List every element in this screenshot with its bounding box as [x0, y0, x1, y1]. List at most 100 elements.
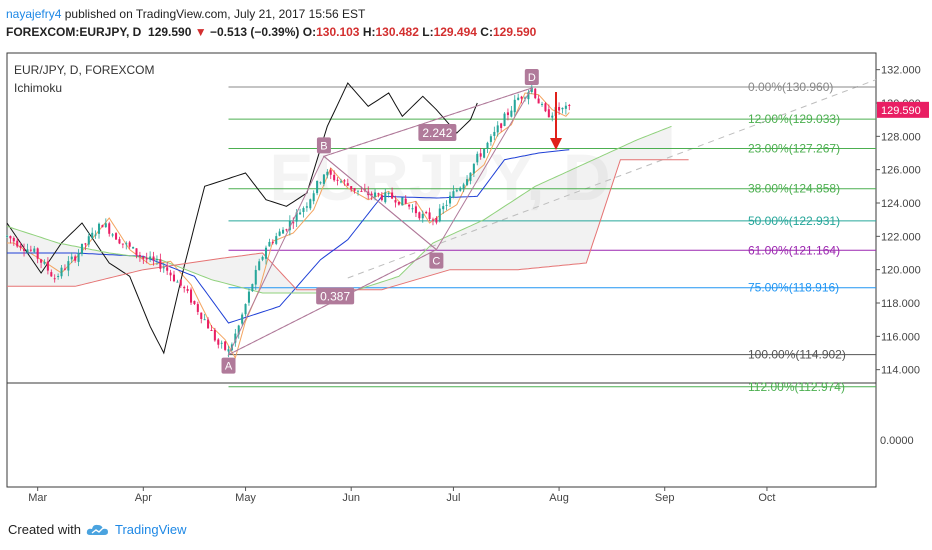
- time-tick-label: Mar: [28, 492, 47, 504]
- candle-body: [118, 239, 121, 244]
- candle-body: [435, 218, 438, 223]
- candle-body: [80, 243, 83, 255]
- candle-body: [483, 148, 486, 158]
- pattern-point-label: B: [320, 140, 327, 152]
- candle-body: [326, 171, 329, 176]
- candle-body: [125, 243, 128, 245]
- candle-body: [132, 247, 135, 249]
- triangle-bcd[interactable]: [322, 87, 533, 251]
- down-arrow-head[interactable]: [550, 138, 562, 150]
- candle-body: [193, 300, 196, 305]
- candle-body: [356, 190, 360, 192]
- candle-body: [43, 261, 46, 264]
- candle-body: [12, 237, 15, 242]
- candle-body: [418, 212, 421, 219]
- open-label: O:: [302, 25, 317, 39]
- candle-body: [421, 213, 424, 219]
- candle-body: [370, 193, 373, 196]
- cloud-fill: [7, 126, 672, 293]
- price-axis[interactable]: 132.000130.000128.000126.000124.000122.0…: [876, 65, 929, 377]
- candle-body: [275, 236, 278, 244]
- author-link[interactable]: nayajefry4: [6, 7, 62, 21]
- price-change: −0.513 (−0.39%): [210, 25, 300, 39]
- candle-body: [53, 278, 56, 280]
- last-price-tag[interactable]: [877, 101, 929, 118]
- candle-body: [319, 182, 322, 184]
- close-label: C:: [480, 25, 493, 39]
- candle-body: [445, 204, 448, 206]
- candle-body: [19, 245, 22, 248]
- main-pane[interactable]: [6, 52, 877, 384]
- candle-body: [431, 219, 435, 221]
- tradingview-link[interactable]: TradingView: [115, 522, 187, 537]
- fibonacci-retracement[interactable]: 0.00%(130.960) 12.00%(129.033) 23.00%(127.…: [228, 80, 876, 394]
- fib-level-label: 50.00%(122.931): [748, 214, 840, 228]
- candle-body: [489, 136, 492, 142]
- ratio-badge[interactable]: [418, 124, 457, 141]
- pattern-point-badge[interactable]: [316, 137, 331, 154]
- candle-body: [258, 261, 261, 271]
- candle-body: [333, 174, 336, 181]
- candle-body: [309, 199, 312, 209]
- candle-body: [329, 170, 332, 175]
- candle-body: [115, 233, 118, 240]
- fib-level-label: 100.00%(114.902): [748, 348, 846, 362]
- candle-body: [551, 115, 554, 118]
- pattern-point-badge[interactable]: [221, 357, 236, 374]
- tradingview-cloud-icon[interactable]: [86, 522, 110, 538]
- candle-body: [343, 180, 346, 182]
- ichimoku-cloud: [7, 79, 877, 293]
- candle-body: [350, 186, 353, 190]
- candle-body: [305, 206, 308, 208]
- down-arrow-icon: ▼: [194, 25, 207, 39]
- candle-body: [9, 236, 12, 239]
- ohlc-line: FOREXCOM:EURJPY, D 129.590 ▼ −0.513 (−0.…: [6, 24, 536, 40]
- time-axis[interactable]: Mar Apr May Jun Jul Aug Sep Oct: [28, 487, 776, 504]
- legend-indicator[interactable]: Ichimoku: [14, 81, 62, 95]
- candle-body: [57, 275, 60, 277]
- pattern-leg-bd: [323, 87, 532, 157]
- high-value: 130.482: [375, 25, 419, 39]
- candle-body: [135, 248, 138, 255]
- candle-body: [455, 190, 458, 192]
- candle-body: [411, 208, 414, 210]
- price-tick-label: 124.000: [881, 198, 921, 210]
- candle-body: [544, 103, 547, 112]
- chikou-span-line: [6, 82, 478, 355]
- candle-body: [547, 109, 550, 118]
- candle-body: [534, 88, 537, 99]
- candle-body: [108, 223, 111, 234]
- pattern-point-badge[interactable]: [524, 69, 539, 85]
- candle-body: [220, 342, 223, 344]
- pattern-point-badge[interactable]: [429, 252, 444, 269]
- candle-body: [285, 229, 288, 231]
- price-tick-label: 120.000: [881, 265, 921, 277]
- candle-body: [353, 188, 356, 191]
- candle-body: [203, 319, 206, 321]
- ratio-label: 0.387: [320, 289, 350, 303]
- candle-body: [438, 208, 441, 222]
- candle-body: [541, 103, 544, 105]
- candle-body: [145, 258, 148, 260]
- ratio-badge[interactable]: [316, 287, 355, 305]
- candle-body: [97, 223, 101, 234]
- chart-header: nayajefry4 published on TradingView.com,…: [6, 4, 926, 40]
- candle-body: [537, 98, 540, 104]
- candle-body: [476, 153, 479, 163]
- candle-body: [247, 291, 250, 303]
- candle-body: [46, 261, 49, 271]
- price-tick-label: 126.000: [881, 165, 921, 177]
- candle-body: [292, 222, 295, 224]
- pattern-leg-ac: [228, 249, 437, 356]
- candle-body: [33, 248, 36, 252]
- candle-body: [29, 249, 32, 251]
- legend-title: EUR/JPY, D, FOREXCOM: [14, 63, 154, 77]
- candle-body: [179, 279, 182, 286]
- harmonic-pattern[interactable]: A B C D 2.242 0.387: [221, 69, 539, 374]
- price-tick-label: 128.000: [881, 131, 921, 143]
- candle-body: [316, 180, 319, 194]
- candle-body: [466, 179, 469, 186]
- price-tick-label: 118.000: [881, 298, 920, 310]
- indicator-pane[interactable]: [6, 382, 877, 488]
